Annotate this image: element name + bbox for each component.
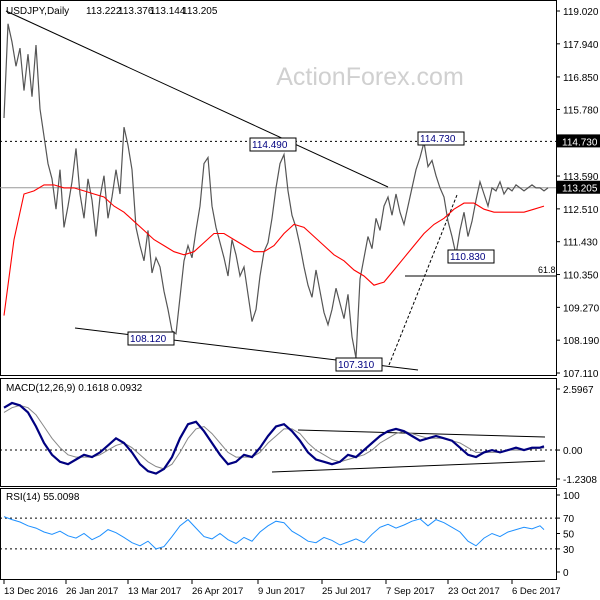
price-annotation-box	[127, 331, 175, 346]
price-tick-label: 117.940	[563, 40, 599, 51]
x-axis: 13 Dec 2016 26 Jan 2017 13 Mar 2017 26 Apr …	[3, 580, 561, 597]
rsi-tick-label: 50	[563, 530, 575, 541]
trendline-down	[5, 10, 389, 188]
x-tick-label: 26 Apr 2017	[192, 586, 243, 597]
price-tick-label: 112.510	[563, 205, 599, 216]
price-annotation-label: 114.490	[252, 140, 288, 151]
x-tick-label: 13 Dec 2016	[4, 586, 58, 597]
rsi-series-group	[3, 516, 545, 550]
price-tick-label: 119.020	[563, 7, 599, 18]
x-tick-label: 7 Sep 2017	[386, 586, 435, 597]
ohlc-low: 113.144	[150, 6, 186, 17]
x-tick-label: 9 Jun 2017	[258, 586, 305, 597]
price-annotation-label: 114.730	[420, 134, 456, 145]
macd-panel-frame	[0, 378, 557, 487]
rsi-tick-label: 70	[563, 514, 575, 525]
price-tick-label: 107.110	[563, 369, 599, 380]
price-y-axis: 119.020 117.940 116.850 115.780 114.730 113.5…	[556, 7, 600, 380]
x-tick-label: 25 Jul 2017	[322, 586, 371, 597]
price-tick-label: 115.780	[563, 105, 599, 116]
last-price-label: 113.205	[562, 184, 598, 195]
price-annotation-box	[447, 249, 495, 264]
macd-signal-line	[3, 404, 545, 470]
price-tick-label: 108.190	[563, 336, 600, 347]
x-tick-label: 13 Mar 2017	[128, 586, 181, 597]
price-tick-label: 113.590	[563, 172, 599, 183]
rsi-tick-label: 100	[563, 491, 580, 502]
ohlc-high: 113.376	[118, 6, 154, 17]
x-tick-label: 26 Jan 2017	[66, 586, 118, 597]
rsi-y-axis: 100 70 50 30 0	[556, 491, 580, 579]
price-title: USDJPY,Daily	[6, 6, 69, 17]
price-annotation-box	[335, 357, 383, 372]
macd-line	[3, 401, 545, 475]
rsi-title: RSI(14) 55.0098	[6, 492, 80, 503]
price-series-group	[3, 23, 549, 359]
price-tick-label: 109.270	[563, 303, 600, 314]
rsi-line	[3, 516, 545, 550]
macd-series-group	[3, 401, 545, 475]
price-tick-label: 116.850	[563, 73, 599, 84]
watermark: ActionForex.com	[276, 63, 464, 91]
fib-61-8-label: 61.8	[538, 265, 556, 275]
ohlc-open: 113.222	[86, 6, 122, 17]
moving-average-line	[3, 184, 545, 316]
resistance-price-label: 114.730	[562, 137, 598, 148]
last-price-box	[557, 180, 600, 194]
price-annotation-label: 107.310	[338, 360, 375, 371]
price-tick-label: 110.350	[563, 271, 599, 282]
macd-tick-label: 0.00	[563, 446, 583, 457]
x-tick-label: 6 Dec 2017	[512, 586, 561, 597]
rsi-tick-label: 0	[563, 568, 569, 579]
macd-title: MACD(12,26,9) 0.1618 0.0932	[6, 383, 143, 394]
price-annotation-label: 110.830	[450, 252, 486, 263]
ohlc-close: 113.205	[182, 6, 218, 17]
price-annotation-box	[417, 131, 465, 146]
price-annotations: 114.490 108.120 107.310 114.730 110.830	[127, 131, 495, 372]
price-tick-label: 111.430	[563, 238, 598, 249]
trendline-fib-dashed	[388, 194, 458, 366]
rsi-tick-label: 30	[563, 545, 575, 556]
price-annotation-label: 108.120	[130, 334, 167, 345]
macd-y-axis: 2.5967 0.00 -1.2308	[556, 385, 597, 486]
macd-trendline-upper	[297, 429, 546, 438]
price-annotation-box	[249, 137, 297, 152]
macd-trendline-lower	[271, 460, 546, 473]
macd-tick-label: 2.5967	[563, 385, 594, 396]
x-tick-label: 23 Oct 2017	[448, 586, 500, 597]
macd-tick-label: -1.2308	[563, 475, 597, 486]
price-line	[3, 23, 549, 359]
resistance-price-box	[557, 134, 600, 148]
